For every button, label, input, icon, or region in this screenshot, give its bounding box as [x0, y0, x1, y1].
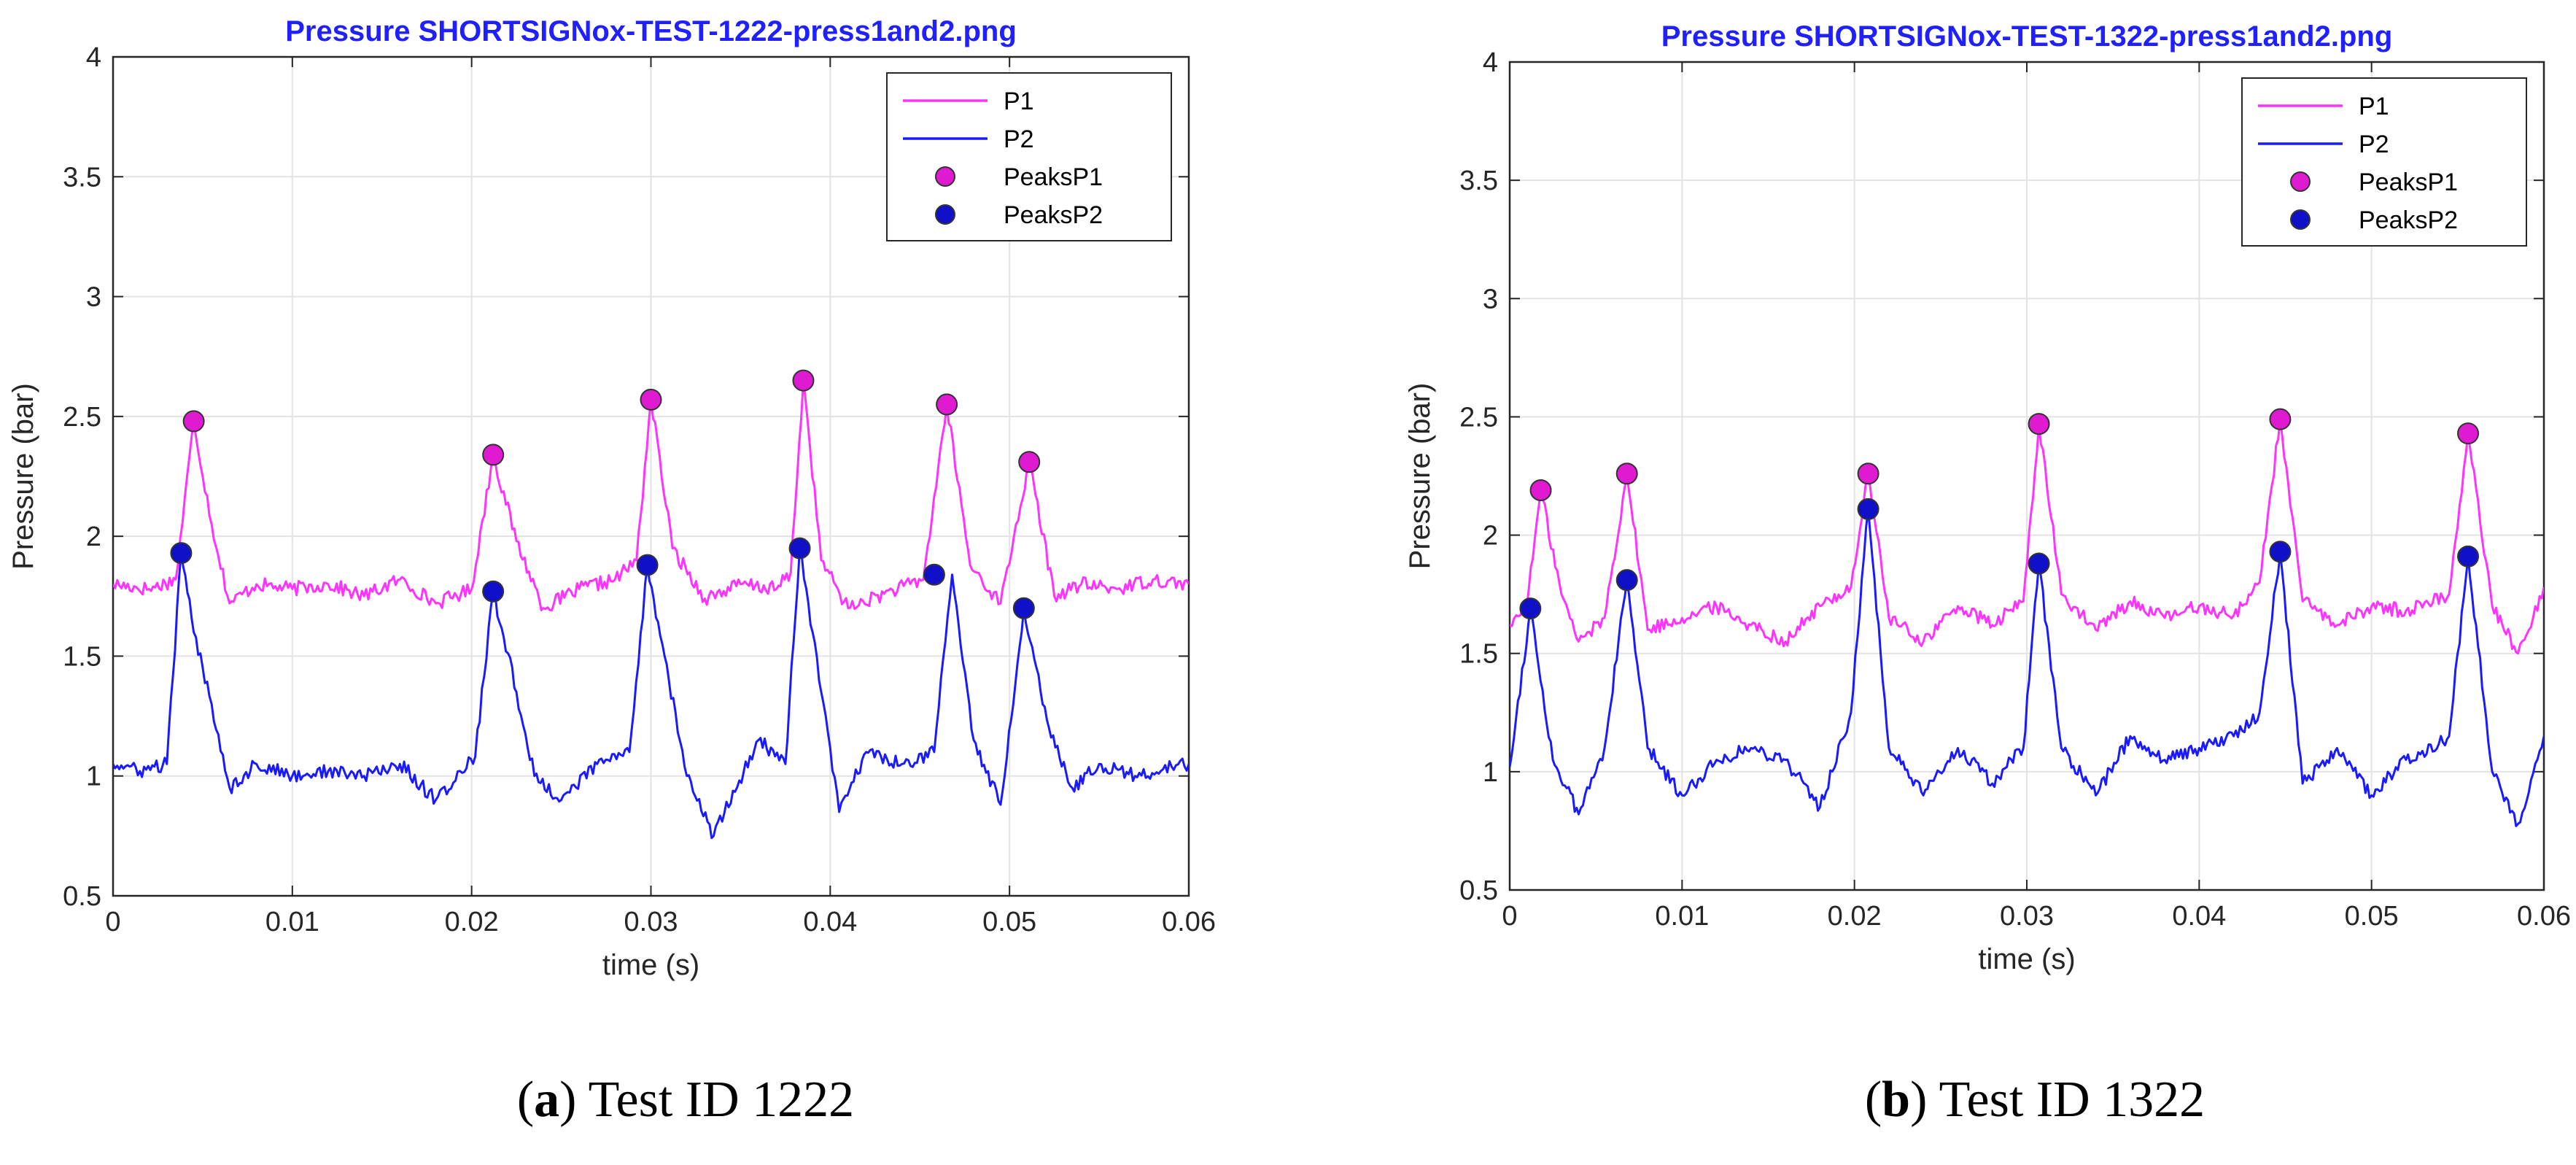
- x-tick-label: 0.06: [2517, 901, 2571, 932]
- marker-peaksp1: [1857, 462, 1879, 485]
- caption-b-text: Test ID 1322: [1939, 1072, 2205, 1128]
- caption-a: (a) Test ID 1222: [516, 1072, 855, 1128]
- marker-peaksp2: [2269, 541, 2292, 563]
- marker-peaksp2: [170, 542, 193, 565]
- y-tick-label: 1.5: [63, 641, 101, 672]
- marker-peaksp1: [936, 393, 958, 416]
- marker-peaksp1: [482, 444, 505, 466]
- y-tick-label: 2.5: [63, 402, 101, 433]
- x-tick-label: 0.01: [265, 907, 319, 937]
- legend-swatch-peaksp2: [2290, 209, 2311, 230]
- x-tick-label: 0.05: [2345, 901, 2399, 932]
- marker-peaksp2: [1519, 597, 1542, 620]
- y-tick-label: 1.5: [1459, 639, 1498, 670]
- y-tick-label: 3.5: [63, 162, 101, 193]
- y-tick-label: 3: [86, 282, 101, 313]
- y-tick-label: 3: [1483, 284, 1498, 314]
- y-tick-label: 1: [1483, 757, 1498, 788]
- y-axis-label: Pressure (bar): [7, 383, 39, 570]
- legend-label-peaksp2: PeaksP2: [2359, 206, 2458, 234]
- legend-label-p2: P2: [1004, 125, 1034, 153]
- legend-label-p1: P1: [1004, 88, 1034, 115]
- y-tick-label: 4: [1483, 47, 1498, 78]
- x-axis-label: time (s): [1978, 943, 2075, 975]
- x-tick-label: 0.06: [1162, 907, 1216, 937]
- chart-title: Pressure SHORTSIGNox-TEST-1222-press1and…: [285, 15, 1017, 47]
- marker-peaksp2: [1857, 498, 1879, 520]
- y-tick-label: 0.5: [63, 881, 101, 912]
- marker-peaksp1: [1615, 462, 1638, 485]
- legend-swatch-peaksp1: [2290, 171, 2311, 192]
- series-line-p2: [113, 547, 1189, 840]
- marker-peaksp1: [2457, 422, 2480, 445]
- legend-label-peaksp1: PeaksP1: [2359, 169, 2458, 196]
- marker-peaksp1: [1018, 451, 1041, 473]
- legend-swatch-peaksp2: [935, 204, 955, 225]
- x-tick-label: 0.03: [624, 907, 678, 937]
- caption-a-letter: a: [534, 1072, 560, 1128]
- y-axis-label: Pressure (bar): [1404, 383, 1436, 570]
- caption-b-letter: b: [1882, 1072, 1911, 1128]
- marker-peaksp2: [2028, 552, 2050, 575]
- series-line-p1: [1510, 418, 2544, 655]
- legend-label-peaksp2: PeaksP2: [1004, 201, 1103, 229]
- chart-2: 0 0.01 0.02 0.03 0.04 0.05 0.06 0.5 1 1.5 2 2.5 3 3.5…: [1404, 20, 2571, 975]
- y-tick-label: 2.5: [1459, 402, 1498, 433]
- marker-peaksp2: [923, 563, 945, 586]
- y-tick-label: 0.5: [1459, 875, 1498, 906]
- x-tick-label: 0.04: [2172, 901, 2226, 932]
- y-tick-label: 2: [86, 522, 101, 552]
- caption-b: (b) Test ID 1322: [1864, 1072, 2205, 1128]
- x-tick-label: 0.03: [2000, 901, 2054, 932]
- marker-peaksp2: [1615, 569, 1638, 592]
- marker-peaksp1: [2028, 413, 2050, 436]
- marker-peaksp1: [792, 369, 815, 392]
- legend-swatch-peaksp1: [935, 166, 955, 187]
- marker-peaksp2: [1012, 597, 1035, 619]
- legend: P1 P2 PeaksP1 PeaksP2: [2241, 77, 2527, 247]
- marker-peaksp2: [636, 554, 659, 576]
- legend-label-peaksp1: PeaksP1: [1004, 163, 1103, 191]
- marker-peaksp2: [788, 537, 811, 560]
- y-tick-label: 2: [1483, 521, 1498, 551]
- y-tick-label: 1: [86, 762, 101, 792]
- x-tick-label: 0.05: [982, 907, 1036, 937]
- plot-series: [1510, 418, 2544, 827]
- x-tick-label: 0: [105, 907, 120, 937]
- marker-peaksp2: [2457, 545, 2480, 568]
- x-tick-label: 0.02: [445, 907, 499, 937]
- legend-label-p1: P1: [2359, 93, 2389, 120]
- marker-peaksp2: [482, 580, 505, 603]
- marker-peaksp1: [1529, 479, 1552, 501]
- marker-peaksp1: [2269, 408, 2292, 430]
- marker-peaksp1: [182, 410, 205, 433]
- y-tick-label: 4: [86, 42, 101, 73]
- chart-1: 0 0.01 0.02 0.03 0.04 0.05 0.06 0.5 1 1.5 2 2.5 3 3.5…: [7, 15, 1216, 981]
- y-tick-label: 3.5: [1459, 166, 1498, 196]
- legend-label-p2: P2: [2359, 131, 2389, 158]
- chart-title: Pressure SHORTSIGNox-TEST-1322-press1and…: [1661, 20, 2393, 53]
- x-tick-label: 0.02: [1828, 901, 1882, 932]
- marker-peaksp1: [640, 388, 662, 411]
- series-line-p2: [1510, 508, 2544, 827]
- x-axis-label: time (s): [602, 949, 699, 981]
- x-tick-label: 0.04: [803, 907, 857, 937]
- caption-a-text: Test ID 1222: [588, 1072, 855, 1128]
- legend: P1 P2 PeaksP1 PeaksP2: [886, 72, 1172, 241]
- x-tick-label: 0.01: [1655, 901, 1709, 932]
- x-tick-label: 0: [1502, 901, 1517, 932]
